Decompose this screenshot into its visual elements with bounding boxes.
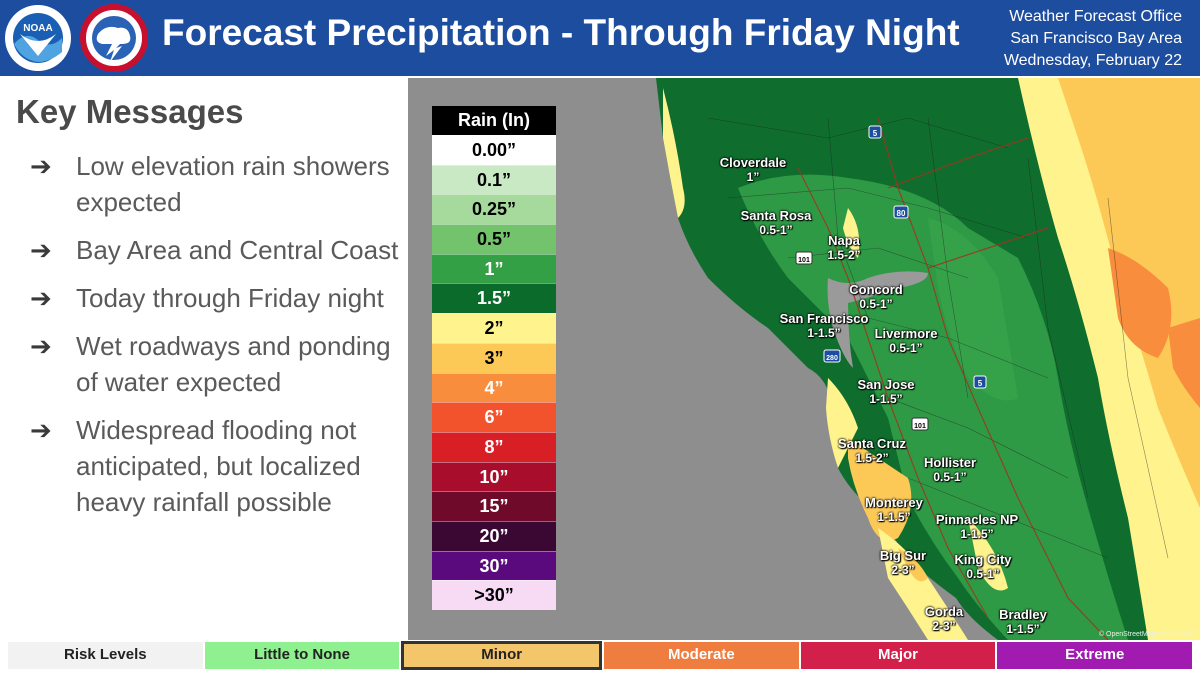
risk-level-little-to-none[interactable]: Little to None	[204, 642, 400, 669]
city-label-gorda: Gorda 2-3”	[924, 604, 964, 634]
rain-legend: Rain (In) 0.00” 0.1” 0.25” 0.5” 1” 1.5” 2” 3” 4”…	[432, 106, 556, 610]
legend-row: 1”	[432, 253, 556, 284]
svg-text:101: 101	[914, 423, 926, 430]
risk-levels-label: Risk Levels	[8, 642, 203, 669]
right-arrow-icon: ➔	[30, 151, 52, 181]
legend-row: 6”	[432, 402, 556, 432]
key-message-item: ➔ Bay Area and Central Coast	[30, 232, 410, 268]
key-message-text: Bay Area and Central Coast	[76, 235, 399, 265]
key-message-item: ➔ Wet roadways and ponding of water expec…	[30, 328, 410, 400]
legend-row: 0.1”	[432, 164, 556, 195]
key-messages-list: ➔ Low elevation rain showers expected ➔ Ba…	[30, 148, 410, 532]
city-label-santa-rosa: Santa Rosa 0.5-1”	[740, 208, 812, 238]
svg-text:280: 280	[826, 355, 838, 362]
svg-text:NOAA: NOAA	[23, 23, 52, 34]
city-label-concord: Concord 0.5-1”	[849, 282, 903, 312]
legend-row: 4”	[432, 372, 556, 403]
right-arrow-icon: ➔	[30, 415, 52, 445]
legend-row: 3”	[432, 342, 556, 373]
precipitation-map-graphic: 5 80 101 280 101 5	[656, 78, 1200, 640]
city-label-monterey: Monterey 1-1.5”	[865, 495, 923, 525]
risk-level-extreme[interactable]: Extreme	[997, 642, 1193, 669]
svg-text:80: 80	[897, 209, 906, 218]
key-message-text: Widespread flooding not anticipated, but…	[76, 415, 361, 517]
page-title: Forecast Precipitation - Through Friday …	[162, 12, 960, 53]
city-label-hollister: Hollister 0.5-1”	[923, 455, 977, 485]
legend-row: 20”	[432, 520, 556, 551]
legend-row: 2”	[432, 313, 556, 343]
national-weather-service-logo	[80, 4, 148, 72]
header-banner: NOAA Forecast Precipitation - Through Fr…	[0, 0, 1200, 76]
key-message-text: Low elevation rain showers expected	[76, 151, 390, 217]
map-attribution: © OpenStreetMap contributors	[1098, 631, 1194, 638]
legend-row: 0.5”	[432, 224, 556, 254]
legend-row: 15”	[432, 491, 556, 521]
right-arrow-icon: ➔	[30, 283, 52, 313]
key-message-item: ➔ Today through Friday night	[30, 280, 410, 316]
city-label-big-sur: Big Sur 2-3”	[879, 548, 927, 578]
city-label-santa-cruz: Santa Cruz 1.5-2”	[838, 436, 906, 466]
right-arrow-icon: ➔	[30, 235, 52, 265]
svg-text:101: 101	[798, 257, 810, 264]
risk-level-major[interactable]: Major	[800, 642, 996, 669]
legend-row: 1.5”	[432, 283, 556, 314]
office-region: San Francisco Bay Area	[1010, 30, 1182, 47]
forecast-date: Wednesday, February 22	[1003, 52, 1182, 69]
key-message-text: Today through Friday night	[76, 283, 384, 313]
city-label-napa: Napa 1.5-2”	[827, 233, 861, 263]
key-message-item: ➔ Widespread flooding not anticipated, bu…	[30, 412, 410, 520]
key-messages-title: Key Messages	[16, 93, 244, 130]
office-info: Weather Forecast Office San Francisco Ba…	[922, 6, 1182, 72]
city-label-bradley: Bradley 1-1.5”	[999, 607, 1047, 637]
city-label-cloverdale: Cloverdale 1”	[719, 155, 787, 185]
svg-text:5: 5	[978, 379, 983, 388]
risk-level-minor[interactable]: Minor	[401, 641, 603, 670]
risk-level-moderate[interactable]: Moderate	[604, 642, 799, 669]
city-label-san-francisco: San Francisco 1-1.5”	[779, 311, 869, 341]
risk-levels-bar: Risk Levels Little to None Minor Moderate Ma…	[8, 641, 1193, 671]
right-arrow-icon: ➔	[30, 331, 52, 361]
city-label-san-jose: San Jose 1-1.5”	[857, 377, 915, 407]
noaa-logo: NOAA	[5, 5, 71, 71]
legend-row: 30”	[432, 550, 556, 581]
legend-row: >30”	[432, 580, 556, 610]
legend-row: 8”	[432, 431, 556, 462]
legend-rows: 0.00” 0.1” 0.25” 0.5” 1” 1.5” 2” 3” 4” 6” 8” 10” 15”…	[432, 135, 556, 610]
legend-title: Rain (In)	[432, 106, 556, 135]
highway-shields: 5 80 101 280 101 5	[795, 125, 987, 431]
city-label-livermore: Livermore 0.5-1”	[874, 326, 938, 356]
svg-text:5: 5	[873, 129, 878, 138]
city-label-pinnacles-np: Pinnacles NP 1-1.5”	[935, 512, 1019, 542]
key-message-item: ➔ Low elevation rain showers expected	[30, 148, 410, 220]
legend-row: 0.00”	[432, 135, 556, 165]
city-label-king-city: King City 0.5-1”	[954, 552, 1012, 582]
legend-row: 0.25”	[432, 194, 556, 225]
key-message-text: Wet roadways and ponding of water expect…	[76, 331, 391, 397]
office-name: Weather Forecast Office	[1009, 8, 1182, 25]
legend-row: 10”	[432, 461, 556, 492]
